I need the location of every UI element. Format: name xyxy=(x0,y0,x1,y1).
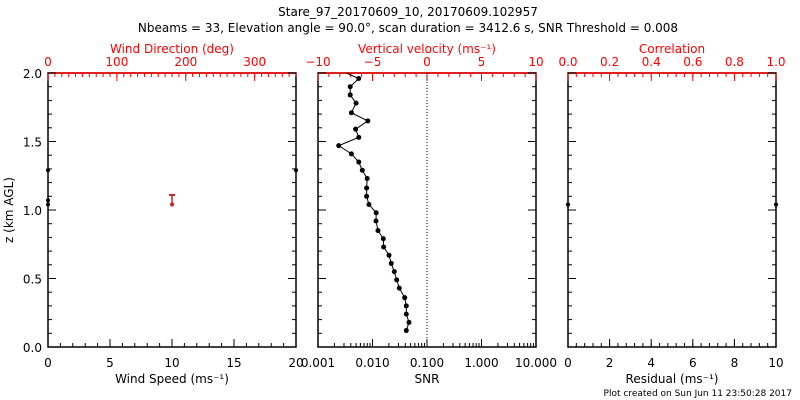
wind-speed-point xyxy=(46,198,50,203)
snr-point xyxy=(353,100,359,106)
residual-point xyxy=(566,202,570,207)
title-line2: Nbeams = 33, Elevation angle = 90.0°, sc… xyxy=(138,21,678,35)
snr-point xyxy=(375,228,381,234)
snr-point xyxy=(356,159,362,165)
top-tick-label: −5 xyxy=(364,55,382,69)
top-tick-label: 5 xyxy=(478,55,486,69)
bottom-tick-label: 0.100 xyxy=(410,356,444,370)
y-tick-label: 0.0 xyxy=(23,341,42,355)
top-tick-label: 300 xyxy=(243,55,266,69)
bottom-tick-label: 5 xyxy=(106,356,114,370)
snr-point xyxy=(348,110,354,116)
bottom-tick-label: 20 xyxy=(288,356,303,370)
top-tick-label: −10 xyxy=(305,55,330,69)
snr-point xyxy=(364,193,370,199)
residual-point xyxy=(774,202,778,207)
snr-point xyxy=(364,185,370,191)
snr-point xyxy=(365,118,371,124)
title-line1: Stare_97_20170609_10, 20170609.102957 xyxy=(278,5,538,19)
snr-point xyxy=(380,236,386,242)
snr-point xyxy=(359,167,365,173)
top-tick-label: 0.0 xyxy=(558,55,577,69)
wind-speed-point xyxy=(294,168,298,173)
snr-point xyxy=(356,75,362,81)
bottom-tick-label: 2 xyxy=(606,356,614,370)
bottom-tick-label: 0.010 xyxy=(355,356,389,370)
snr-point xyxy=(347,92,353,98)
bottom-tick-label: 6 xyxy=(689,356,697,370)
top-tick-label: 200 xyxy=(174,55,197,69)
snr-point xyxy=(396,285,402,291)
top-tick-label: 0 xyxy=(423,55,431,69)
snr-point xyxy=(386,252,392,258)
snr-point xyxy=(336,143,342,149)
top-axis-title: Correlation xyxy=(639,42,705,56)
bottom-tick-label: 10.000 xyxy=(515,356,557,370)
snr-point xyxy=(394,277,400,283)
bottom-tick-label: 10 xyxy=(768,356,783,370)
top-tick-label: 0.4 xyxy=(642,55,661,69)
top-axis-title: Vertical velocity (ms⁻¹) xyxy=(358,42,496,56)
snr-point xyxy=(373,218,379,224)
wind-direction-point xyxy=(170,202,174,207)
y-tick-label: 1.5 xyxy=(23,136,42,150)
bottom-tick-label: 0.001 xyxy=(301,356,335,370)
snr-point xyxy=(381,244,387,250)
y-tick-label: 2.0 xyxy=(23,67,42,81)
snr-point xyxy=(403,328,409,334)
top-tick-label: 0.6 xyxy=(683,55,702,69)
snr-point xyxy=(347,84,353,90)
bottom-axis-title: SNR xyxy=(415,372,440,386)
top-tick-label: 0 xyxy=(44,55,52,69)
y-tick-label: 0.5 xyxy=(23,273,42,287)
snr-point xyxy=(403,303,409,309)
panel-frame-right xyxy=(567,72,777,348)
top-tick-label: 0.2 xyxy=(600,55,619,69)
footer-timestamp: Plot created on Sun Jun 11 23:50:28 2017 xyxy=(604,389,792,399)
wind-speed-point xyxy=(46,168,50,173)
bottom-tick-label: 0 xyxy=(44,356,52,370)
top-tick-label: 0.8 xyxy=(725,55,744,69)
snr-point xyxy=(403,311,409,317)
top-axis-title: Wind Direction (deg) xyxy=(110,42,234,56)
top-tick-label: 100 xyxy=(105,55,128,69)
top-tick-label: 10 xyxy=(528,55,543,69)
snr-point xyxy=(402,295,408,301)
snr-point xyxy=(406,319,412,325)
y-tick-label: 1.0 xyxy=(23,204,42,218)
snr-point xyxy=(356,134,362,140)
snr-point xyxy=(391,269,397,275)
bottom-tick-label: 0 xyxy=(564,356,572,370)
snr-point xyxy=(353,126,359,132)
snr-point xyxy=(373,210,379,216)
bottom-tick-label: 8 xyxy=(731,356,739,370)
snr-point xyxy=(388,260,394,266)
panel-frame-left xyxy=(47,72,297,348)
wind-speed-point xyxy=(46,202,50,207)
snr-point xyxy=(348,151,354,157)
bottom-axis-title: Wind Speed (ms⁻¹) xyxy=(115,372,229,386)
bottom-axis-title: Residual (ms⁻¹) xyxy=(626,372,719,386)
bottom-tick-label: 10 xyxy=(164,356,179,370)
bottom-tick-label: 1.000 xyxy=(464,356,498,370)
top-tick-label: 1.0 xyxy=(766,55,785,69)
snr-point xyxy=(364,175,370,181)
y-axis-label: z (km AGL) xyxy=(2,177,16,243)
bottom-tick-label: 15 xyxy=(226,356,241,370)
bottom-tick-label: 4 xyxy=(647,356,655,370)
snr-point xyxy=(366,202,372,208)
